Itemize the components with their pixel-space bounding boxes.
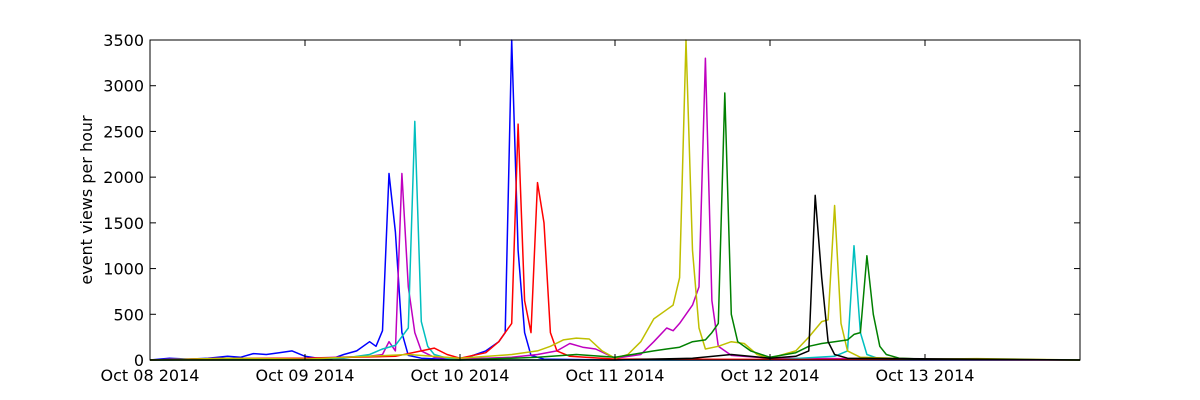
x-tick-label: Oct 09 2014 xyxy=(256,366,355,385)
y-tick-label: 500 xyxy=(113,305,144,324)
ticks-layer: 0 500 1000 1500 2000 2500 3000 3500 Oct 08 2014 O… xyxy=(101,31,1080,385)
series-line-7 xyxy=(150,194,1081,361)
series-line-6 xyxy=(150,92,1081,361)
x-tick-label: Oct 08 2014 xyxy=(101,366,200,385)
y-tick-label: 3000 xyxy=(103,77,144,96)
y-tick-label: 2500 xyxy=(103,122,144,141)
y-axis-label: event views per hour xyxy=(77,115,96,285)
series-line-4 xyxy=(149,123,1081,361)
y-tick-label: 3500 xyxy=(103,31,144,50)
y-tick-label: 1500 xyxy=(103,214,144,233)
series-line-2 xyxy=(149,57,1081,361)
x-tick-label: Oct 13 2014 xyxy=(876,366,975,385)
y-tick-label: 0 xyxy=(134,351,144,370)
series-line-1 xyxy=(149,39,1080,361)
series-line-5 xyxy=(149,39,1081,361)
x-tick-label: Oct 12 2014 xyxy=(721,366,820,385)
series-line-3 xyxy=(149,120,1081,361)
series-layer xyxy=(149,39,1081,361)
plot-frame xyxy=(149,39,1081,361)
y-tick-label: 1000 xyxy=(103,260,144,279)
y-tick-label: 2000 xyxy=(103,168,144,187)
x-tick-label: Oct 11 2014 xyxy=(566,366,665,385)
x-tick-label: Oct 10 2014 xyxy=(411,366,510,385)
